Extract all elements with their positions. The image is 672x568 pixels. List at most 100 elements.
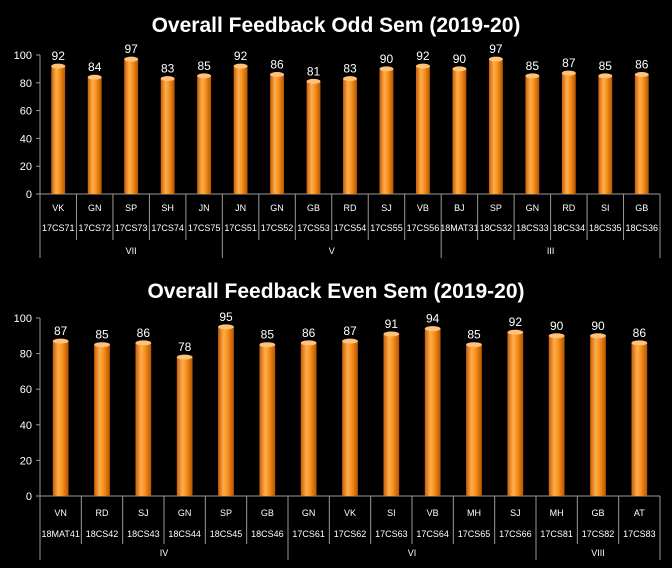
bar bbox=[561, 73, 576, 194]
course-code-label: 18CS46 bbox=[251, 529, 284, 539]
data-label: 85 bbox=[467, 328, 481, 342]
course-code-label: 18CS43 bbox=[127, 529, 160, 539]
bar-cap bbox=[259, 342, 276, 348]
instructor-label: RD bbox=[562, 203, 575, 213]
semester-group-label: III bbox=[547, 246, 555, 256]
bar-cap bbox=[197, 73, 212, 79]
bar-cap bbox=[52, 338, 69, 344]
bar bbox=[598, 75, 613, 194]
data-label: 97 bbox=[124, 42, 138, 56]
bar bbox=[51, 66, 66, 194]
instructor-label: GN bbox=[88, 203, 102, 213]
y-tick-label: 0 bbox=[26, 491, 32, 503]
instructor-label: BJ bbox=[454, 203, 465, 213]
course-code-label: 17CS82 bbox=[582, 529, 615, 539]
data-label: 86 bbox=[137, 326, 151, 340]
bar bbox=[300, 342, 317, 496]
semester-group-label: IV bbox=[160, 548, 169, 558]
bar bbox=[452, 68, 467, 194]
bar-cap bbox=[176, 354, 193, 360]
instructor-label: SP bbox=[125, 203, 137, 213]
data-label: 87 bbox=[562, 56, 576, 70]
course-code-label: 17CS71 bbox=[42, 223, 75, 233]
instructor-label: GN bbox=[526, 203, 540, 213]
bar bbox=[52, 341, 69, 496]
course-code-label: 17CS74 bbox=[151, 223, 184, 233]
bar bbox=[525, 75, 540, 194]
y-tick-label: 0 bbox=[26, 189, 32, 201]
y-tick-label: 100 bbox=[14, 313, 32, 325]
chart-title: Overall Feedback Odd Sem (2019-20) bbox=[152, 14, 521, 37]
bar-cap bbox=[383, 331, 400, 337]
bar bbox=[218, 326, 234, 496]
instructor-label: VB bbox=[417, 203, 429, 213]
data-label: 90 bbox=[550, 319, 564, 333]
bar-cap bbox=[525, 73, 540, 79]
course-code-label: 18CS45 bbox=[210, 529, 243, 539]
bar bbox=[488, 59, 503, 194]
data-label: 85 bbox=[95, 328, 109, 342]
bar-cap bbox=[416, 63, 430, 69]
y-tick-label: 60 bbox=[20, 106, 32, 118]
y-tick-label: 80 bbox=[20, 78, 32, 90]
course-code-label: 17CS52 bbox=[261, 223, 294, 233]
bar bbox=[270, 74, 284, 194]
y-tick-label: 100 bbox=[14, 50, 32, 62]
instructor-label: RD bbox=[96, 508, 109, 518]
data-label: 90 bbox=[591, 319, 605, 333]
semester-group-label: VIII bbox=[591, 548, 605, 558]
bar-cap bbox=[342, 338, 358, 344]
data-label: 87 bbox=[343, 324, 357, 338]
bar-cap bbox=[424, 326, 441, 332]
bar bbox=[176, 357, 193, 496]
data-label: 86 bbox=[633, 326, 647, 340]
y-tick-label: 80 bbox=[20, 349, 32, 361]
data-label: 86 bbox=[270, 57, 284, 71]
data-label: 85 bbox=[599, 59, 613, 73]
data-label: 87 bbox=[54, 324, 68, 338]
course-code-label: 18MAT41 bbox=[41, 529, 79, 539]
course-code-label: 17CS56 bbox=[407, 223, 440, 233]
course-code-label: 17CS81 bbox=[540, 529, 573, 539]
instructor-label: SH bbox=[161, 203, 174, 213]
bar bbox=[590, 335, 606, 496]
instructor-label: GN bbox=[302, 508, 316, 518]
bar bbox=[306, 81, 321, 194]
bar-cap bbox=[306, 78, 321, 84]
course-code-label: 17CS54 bbox=[334, 223, 367, 233]
bar-cap bbox=[466, 342, 482, 348]
course-code-label: 18CS35 bbox=[589, 223, 622, 233]
course-code-label: 18CS42 bbox=[86, 529, 119, 539]
bar bbox=[160, 78, 175, 194]
data-label: 95 bbox=[219, 310, 233, 324]
instructor-label: GN bbox=[270, 203, 284, 213]
bar bbox=[135, 342, 152, 496]
data-label: 84 bbox=[88, 60, 102, 74]
course-code-label: 17CS61 bbox=[292, 529, 325, 539]
course-code-label: 17CS53 bbox=[297, 223, 330, 233]
bar bbox=[94, 344, 110, 496]
bar bbox=[466, 344, 482, 496]
course-code-label: 17CS64 bbox=[416, 529, 449, 539]
bar-cap bbox=[452, 66, 467, 72]
instructor-label: SJ bbox=[510, 508, 521, 518]
y-tick-label: 20 bbox=[20, 161, 32, 173]
y-tick-label: 40 bbox=[20, 420, 32, 432]
data-label: 85 bbox=[526, 59, 540, 73]
bar bbox=[342, 341, 358, 496]
instructor-label: VK bbox=[52, 203, 64, 213]
data-label: 85 bbox=[197, 59, 211, 73]
course-code-label: 18CS32 bbox=[480, 223, 513, 233]
data-label: 90 bbox=[453, 52, 467, 66]
bar-cap bbox=[488, 56, 503, 62]
even-sem-chart: Overall Feedback Even Sem (2019-20) 0 20 40… bbox=[14, 280, 661, 560]
bar bbox=[124, 59, 139, 194]
bar bbox=[87, 77, 102, 194]
course-code-label: 17CS51 bbox=[224, 223, 257, 233]
bar-cap bbox=[634, 71, 649, 77]
bar bbox=[507, 332, 524, 496]
bar bbox=[548, 335, 565, 496]
instructor-label: SI bbox=[387, 508, 396, 518]
data-label: 92 bbox=[234, 49, 248, 63]
data-label: 91 bbox=[385, 317, 399, 331]
